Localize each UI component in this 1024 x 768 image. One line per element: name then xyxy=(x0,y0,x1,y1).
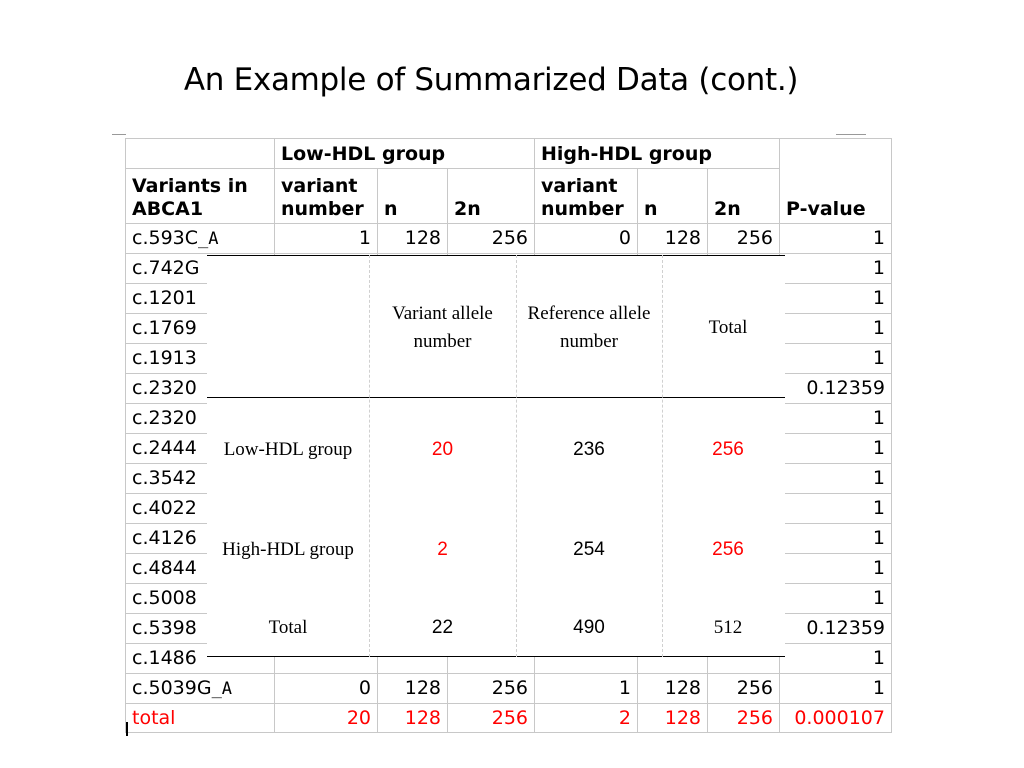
header-variants: Variants in ABCA1 xyxy=(125,167,275,224)
low-2n-cell: 256 xyxy=(447,222,535,254)
overlay-bottom-rule xyxy=(207,656,785,657)
p-value-cell: 1 xyxy=(779,492,892,524)
p-value-cell: 1 xyxy=(779,552,892,584)
total-total-count: 512 xyxy=(713,617,743,638)
variant-name: c.742G xyxy=(132,256,200,279)
high-variant-number-cell: 0 xyxy=(534,222,638,254)
overlay-top-rule xyxy=(207,255,785,256)
overlay-divider xyxy=(516,255,517,657)
high-variant-number-cell: 1 xyxy=(534,672,638,704)
header-low-hdl-group: Low-HDL group xyxy=(274,138,535,169)
text-cursor xyxy=(126,722,128,736)
p-value-cell: 1 xyxy=(779,432,892,464)
total-row: total 20 128 256 2 128 256 0.000107 xyxy=(125,702,892,733)
header-low-n: n xyxy=(377,167,448,224)
low-variant-number-cell: 0 xyxy=(274,672,378,704)
p-value-cell: 1 xyxy=(779,222,892,254)
low-variant-count: 20 xyxy=(431,439,454,460)
header-high-hdl-group: High-HDL group xyxy=(534,138,780,169)
header-high-n: n xyxy=(637,167,708,224)
total-p-value-cell: 0.000107 xyxy=(779,702,892,733)
p-value-cell: 1 xyxy=(779,462,892,494)
high-variant-count: 2 xyxy=(437,539,448,560)
high-total-count: 256 xyxy=(712,539,744,560)
low-reference-count: 236 xyxy=(573,439,605,460)
variant-name: c.1913 xyxy=(132,346,197,369)
table-row: c.1486 1 xyxy=(125,642,892,674)
row-total: Total xyxy=(268,617,308,638)
table-edge-mark xyxy=(112,134,126,135)
total-low-variant-number-cell: 20 xyxy=(274,702,378,733)
header-low-2n: 2n xyxy=(447,167,535,224)
total-high-2n-cell: 256 xyxy=(707,702,780,733)
variant-name: c.5398 xyxy=(132,616,197,639)
table-row: c.593C_A 1 128 256 0 128 256 1 xyxy=(125,222,892,254)
p-value-cell: 1 xyxy=(779,672,892,704)
high-n-cell: 128 xyxy=(637,222,708,254)
total-low-n-cell: 128 xyxy=(377,702,448,733)
header-low-variant-number: variant number xyxy=(274,167,378,224)
high-n-cell: 128 xyxy=(637,672,708,704)
p-value-cell: 1 xyxy=(779,642,892,674)
high-2n-cell: 256 xyxy=(707,222,780,254)
variant-name: c.1769 xyxy=(132,316,197,339)
row-high-hdl-group: High-HDL group xyxy=(222,539,354,560)
variant-suffix: _A xyxy=(211,678,233,699)
variant-name: c.1486 xyxy=(132,646,197,669)
p-value-cell: 1 xyxy=(779,522,892,554)
high-reference-count: 254 xyxy=(573,539,605,560)
row-low-hdl-group: Low-HDL group xyxy=(223,439,353,460)
contingency-table: Variant allele number Reference allele n… xyxy=(207,255,785,657)
total-high-n-cell: 128 xyxy=(637,702,708,733)
overlay-divider xyxy=(369,255,370,657)
p-value-cell: 0.12359 xyxy=(779,372,892,404)
variant-name-cell: c.593C_A xyxy=(125,222,275,254)
overlay-header-rule xyxy=(207,397,785,398)
variant-name: c.1201 xyxy=(132,286,197,309)
p-value-cell: 1 xyxy=(779,582,892,614)
variant-name: c.5008 xyxy=(132,586,197,609)
total-low-2n-cell: 256 xyxy=(447,702,535,733)
p-value-cell: 1 xyxy=(779,342,892,374)
variant-name: c.2320 xyxy=(132,376,197,399)
variant-name: c.4844 xyxy=(132,556,197,579)
total-reference-count: 490 xyxy=(573,617,605,638)
variant-name: c.4126 xyxy=(132,526,197,549)
p-value-cell: 1 xyxy=(779,402,892,434)
low-n-cell: 128 xyxy=(377,672,448,704)
p-value-cell: 0.12359 xyxy=(779,612,892,644)
low-total-count: 256 xyxy=(712,439,744,460)
total-label: total xyxy=(125,702,275,733)
col-reference-allele-number: Reference allele number xyxy=(527,303,651,352)
slide-title: An Example of Summarized Data (cont.) xyxy=(183,62,799,98)
low-2n-cell: 256 xyxy=(447,672,535,704)
p-value-cell: 1 xyxy=(779,252,892,284)
header-high-2n: 2n xyxy=(707,167,780,224)
variant-suffix: _A xyxy=(198,228,219,249)
total-variant-count: 22 xyxy=(431,617,454,638)
p-value-cell: 1 xyxy=(779,282,892,314)
total-high-variant-number-cell: 2 xyxy=(534,702,638,733)
variant-name: c.2320 xyxy=(132,406,197,429)
col-variant-allele-number: Variant allele number xyxy=(392,303,493,352)
variant-name: c.593C xyxy=(132,226,199,249)
overlay-divider xyxy=(662,255,663,657)
low-variant-number-cell: 1 xyxy=(274,222,378,254)
table-edge-mark xyxy=(836,134,866,135)
variant-name: c.2444 xyxy=(132,436,197,459)
low-n-cell: 128 xyxy=(377,222,448,254)
variant-name: c.4022 xyxy=(132,496,197,519)
p-value-cell: 1 xyxy=(779,312,892,344)
high-2n-cell: 256 xyxy=(707,672,780,704)
variant-name: c.5039G xyxy=(132,676,212,699)
variant-name-cell: c.5039G_A xyxy=(125,672,275,704)
col-total: Total xyxy=(708,317,748,338)
header-blank xyxy=(125,138,275,169)
table-row: c.5039G_A 0 128 256 1 128 256 1 xyxy=(125,672,892,704)
header-p-value: P-value xyxy=(779,138,892,224)
header-high-variant-number: variant number xyxy=(534,167,638,224)
variant-name: c.3542 xyxy=(132,466,197,489)
variant-name-cell: c.1486 xyxy=(125,642,275,674)
